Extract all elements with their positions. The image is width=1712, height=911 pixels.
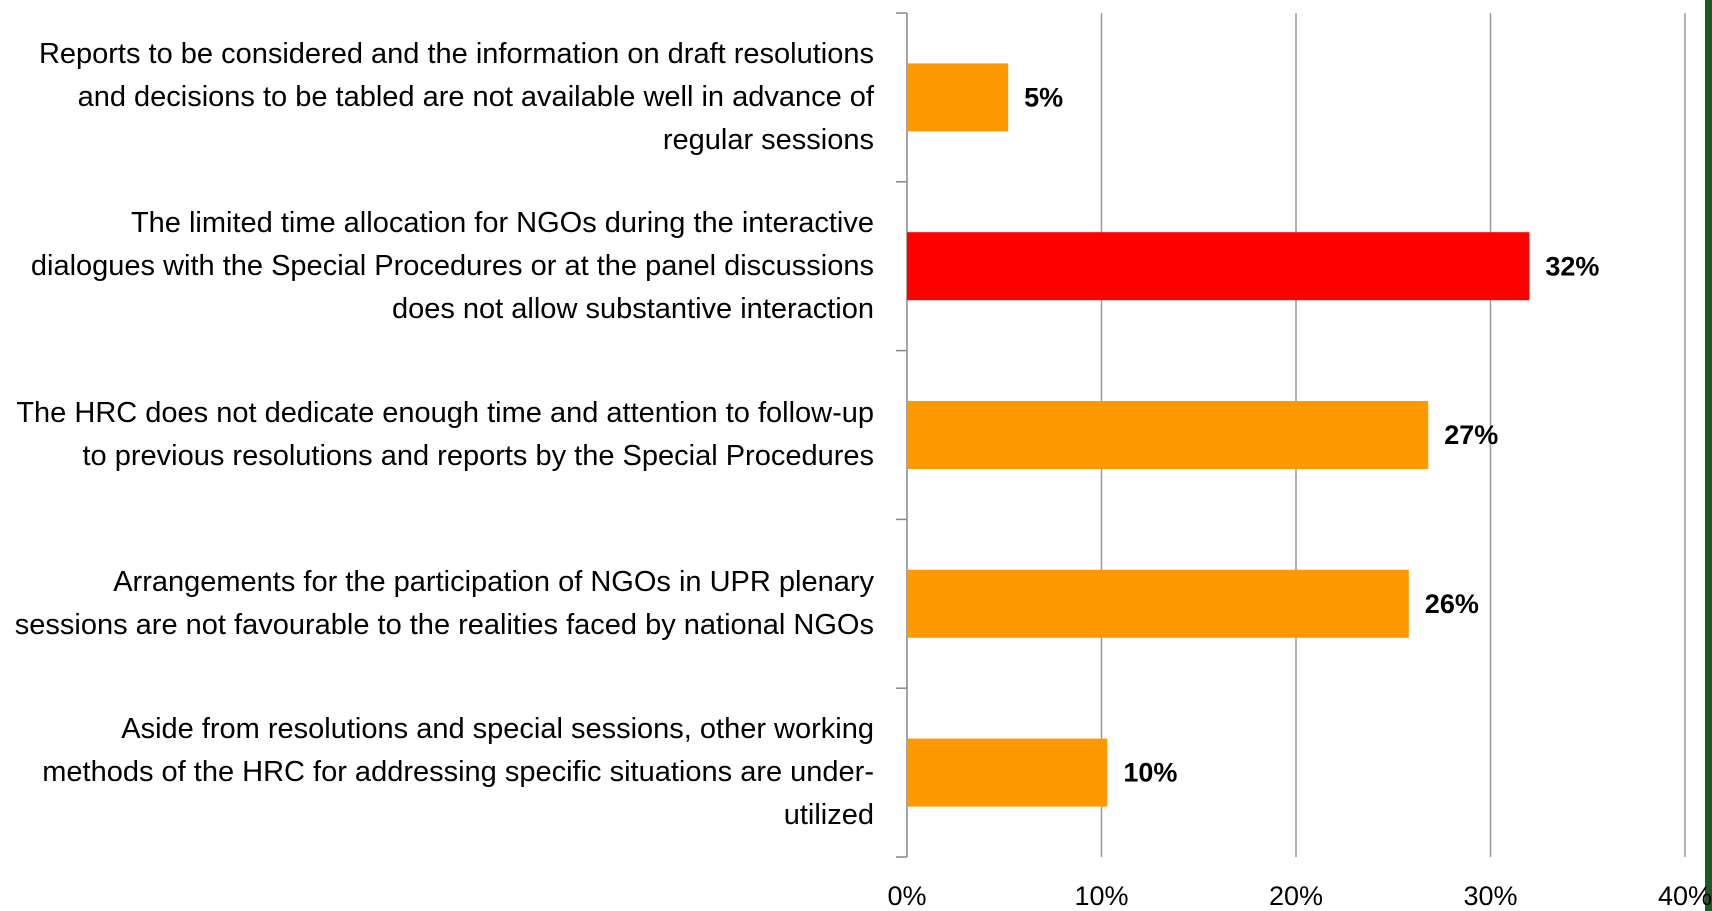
bar <box>907 401 1429 469</box>
y-tick-label: Aside from resolutions and special sessi… <box>42 713 874 832</box>
value-label: 26% <box>1425 589 1479 619</box>
bar <box>907 569 1409 638</box>
x-tick-label: 20% <box>1269 881 1323 911</box>
value-label: 5% <box>1024 83 1063 113</box>
bar <box>907 63 1009 132</box>
y-tick-label: Reports to be considered and the informa… <box>38 37 874 156</box>
bar <box>907 738 1108 807</box>
bar <box>907 232 1530 301</box>
y-tick-label: Arrangements for the participation of NG… <box>14 565 874 641</box>
y-tick-label: The limited time allocation for NGOs dur… <box>30 206 874 325</box>
value-label: 27% <box>1444 420 1498 450</box>
x-tick-label: 0% <box>887 881 926 911</box>
value-label: 32% <box>1545 251 1599 281</box>
y-tick-label: The HRC does not dedicate enough time an… <box>16 397 874 472</box>
x-tick-label: 10% <box>1074 881 1128 911</box>
x-tick-label: 30% <box>1463 881 1517 911</box>
edge-strip <box>1705 0 1712 911</box>
x-tick-label: 40% <box>1658 881 1712 911</box>
value-label: 10% <box>1123 758 1177 788</box>
